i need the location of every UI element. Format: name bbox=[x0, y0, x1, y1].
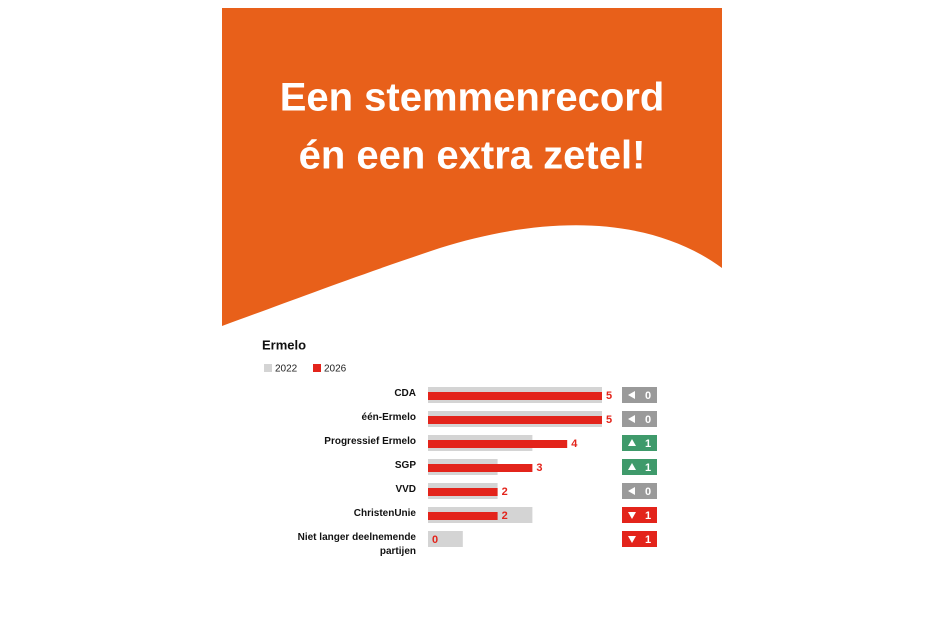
change-label: 1 bbox=[645, 462, 651, 474]
change-arrow bbox=[628, 463, 636, 470]
legend-label: 2026 bbox=[324, 364, 347, 375]
category-label: één-Ermelo bbox=[361, 412, 416, 423]
change-arrow bbox=[628, 391, 635, 399]
legend-swatch bbox=[313, 364, 321, 372]
bar-2026 bbox=[428, 392, 602, 400]
category-label: SGP bbox=[394, 460, 416, 471]
value-label: 2 bbox=[502, 510, 508, 522]
category-label: ChristenUnie bbox=[353, 508, 416, 519]
change-badge bbox=[622, 411, 657, 427]
change-label: 0 bbox=[645, 486, 651, 498]
value-label: 2 bbox=[502, 486, 508, 498]
category-label: VVD bbox=[395, 484, 416, 495]
change-arrow bbox=[628, 536, 636, 543]
title-line: én een extra zetel! bbox=[299, 134, 646, 178]
change-badge bbox=[622, 459, 657, 475]
title-line: Een stemmenrecord bbox=[280, 76, 665, 120]
value-label: 0 bbox=[432, 534, 438, 546]
change-badge bbox=[622, 483, 657, 499]
value-label: 5 bbox=[606, 390, 612, 402]
bar-2026 bbox=[428, 464, 533, 472]
value-label: 4 bbox=[571, 438, 578, 450]
change-arrow bbox=[628, 487, 635, 495]
change-label: 0 bbox=[645, 390, 651, 402]
bar-2022 bbox=[428, 531, 463, 547]
bar-2026 bbox=[428, 440, 568, 448]
change-badge bbox=[622, 507, 657, 523]
change-label: 1 bbox=[645, 534, 651, 546]
change-badge bbox=[622, 435, 657, 451]
change-label: 0 bbox=[645, 414, 651, 426]
legend-label: 2022 bbox=[275, 364, 298, 375]
value-label: 5 bbox=[606, 414, 612, 426]
legend-swatch bbox=[264, 364, 272, 372]
change-label: 1 bbox=[645, 510, 651, 522]
change-label: 1 bbox=[645, 438, 651, 450]
header-shape bbox=[222, 8, 722, 326]
bar-2026 bbox=[428, 416, 602, 424]
category-label: CDA bbox=[394, 388, 416, 399]
subtitle: Ermelo bbox=[262, 337, 306, 352]
change-arrow bbox=[628, 512, 636, 519]
change-badge bbox=[622, 531, 657, 547]
change-badge bbox=[622, 387, 657, 403]
value-label: 3 bbox=[536, 462, 542, 474]
category-label: Progressief Ermelo bbox=[324, 436, 416, 447]
category-label: Niet langer deelnemende partijen bbox=[297, 532, 416, 557]
change-arrow bbox=[628, 415, 635, 423]
bar-2026 bbox=[428, 512, 498, 520]
change-arrow bbox=[628, 439, 636, 446]
bar-2026 bbox=[428, 488, 498, 496]
